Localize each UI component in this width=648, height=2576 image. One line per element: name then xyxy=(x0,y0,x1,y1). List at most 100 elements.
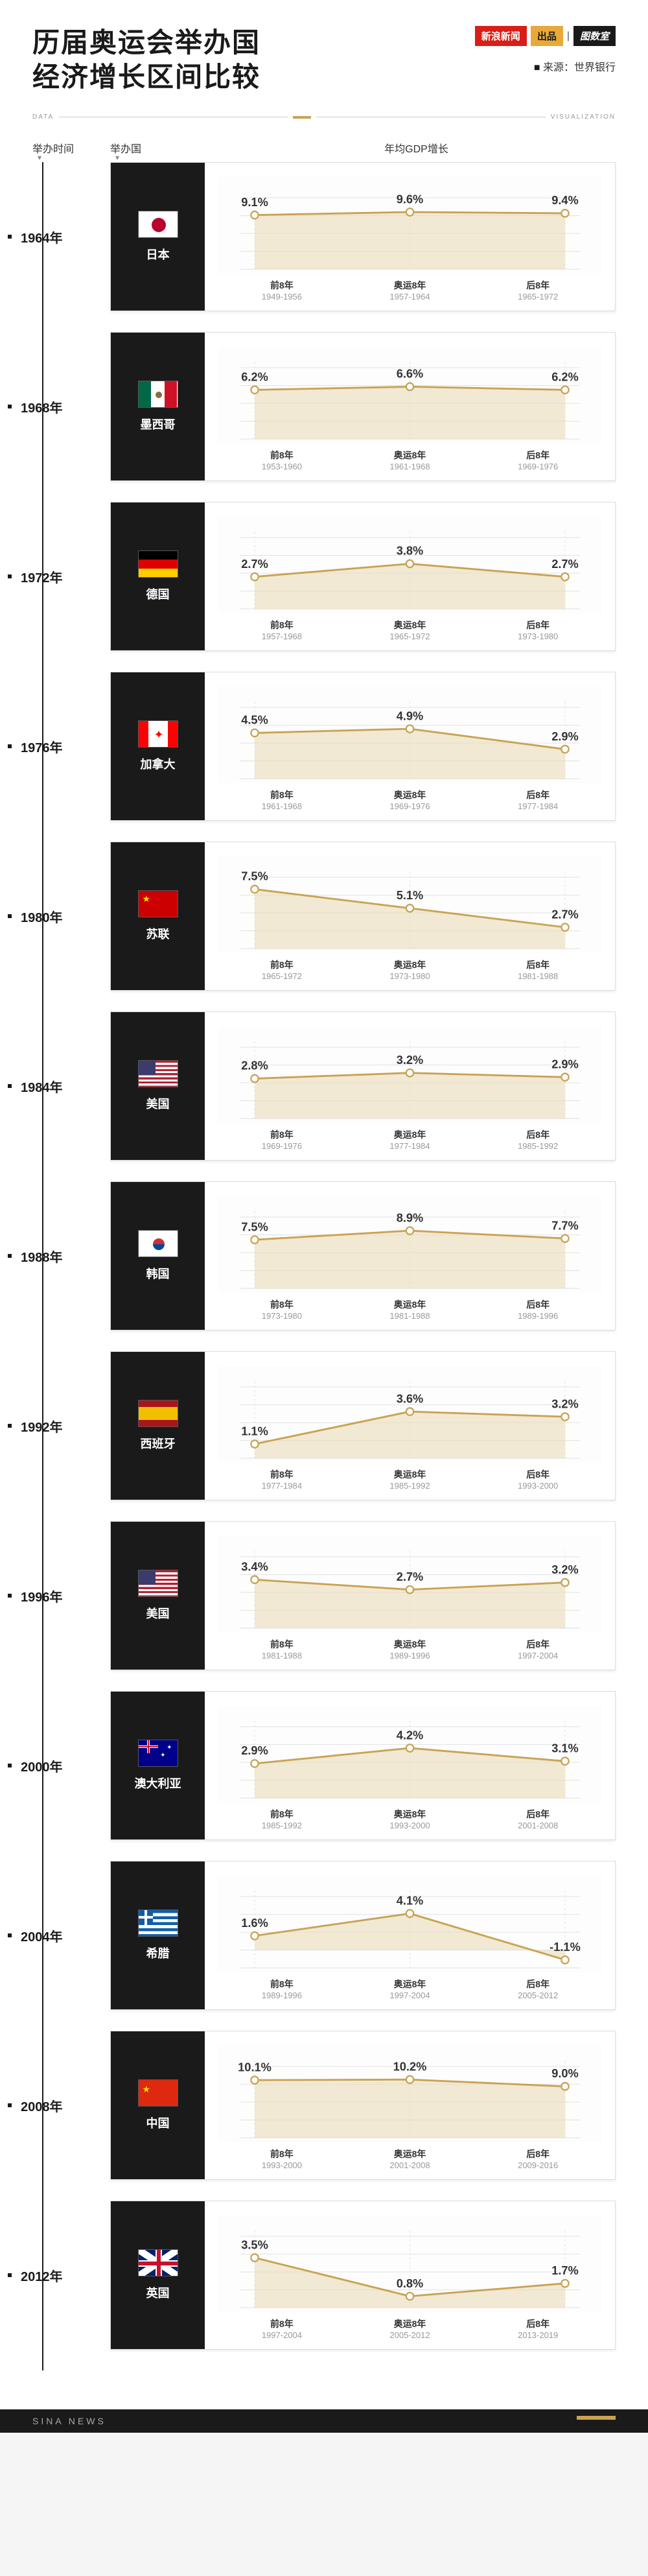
period-labels: 前8年 1957-1968 奥运8年 1965-1972 后8年 1973-19… xyxy=(218,619,602,641)
country-cell: 美国 xyxy=(111,1522,205,1670)
svg-text:9.0%: 9.0% xyxy=(551,2066,579,2080)
svg-text:3.2%: 3.2% xyxy=(551,1397,579,1410)
svg-text:4.5%: 4.5% xyxy=(241,713,268,727)
country-card: ★ 中国 10.1%10.2%9.0% 前8年 1993-2000 xyxy=(110,2031,616,2180)
period-labels: 前8年 1969-1976 奥运8年 1977-1984 后8年 1985-19… xyxy=(218,1128,602,1151)
country-card: 日本 9.1%9.6%9.4% 前8年 1949-1956 奥运8年 xyxy=(110,162,616,311)
data-row: 1964年 日本 9.1%9.6%9.4% 前8年 1949-1956 xyxy=(32,162,616,311)
period-during: 奥运8年 2005-2012 xyxy=(346,2317,474,2340)
chart-cell: 1.6%4.1%-1.1% 前8年 1989-1996 奥运8年 1997-20… xyxy=(205,1861,615,2009)
flag-icon: ✦ ✦ xyxy=(138,1740,178,1767)
period-labels: 前8年 1981-1988 奥运8年 1989-1996 后8年 1997-20… xyxy=(218,1638,602,1660)
flag-icon xyxy=(138,1230,178,1257)
chart-cell: 2.8%3.2%2.9% 前8年 1969-1976 奥运8年 1977-198… xyxy=(205,1012,615,1160)
svg-text:7.5%: 7.5% xyxy=(241,1220,268,1233)
period-during: 奥运8年 1969-1976 xyxy=(346,788,474,811)
period-labels: 前8年 1949-1956 奥运8年 1957-1964 后8年 1965-19… xyxy=(218,279,602,301)
flag-icon xyxy=(138,2249,178,2276)
country-card: 西班牙 1.1%3.6%3.2% 前8年 1977-1984 奥运8年 xyxy=(110,1351,616,1500)
svg-text:-1.1%: -1.1% xyxy=(550,1940,581,1954)
chart-cell: 2.9%4.2%3.1% 前8年 1985-1992 奥运8年 1993-200… xyxy=(205,1692,615,1839)
country-cell: 希腊 xyxy=(111,1861,205,2009)
period-during: 奥运8年 2001-2008 xyxy=(346,2147,474,2170)
chart-cell: 10.1%10.2%9.0% 前8年 1993-2000 奥运8年 2001-2… xyxy=(205,2031,615,2179)
period-after: 后8年 1965-1972 xyxy=(474,279,602,301)
flag-icon xyxy=(138,381,178,408)
chart: 4.5%4.9%2.9% xyxy=(218,687,602,783)
page: 历届奥运会举办国 经济增长区间比较 新浪新闻 出品 | 图数室 来源：世界银行 … xyxy=(0,0,648,2433)
period-before: 前8年 1965-1972 xyxy=(218,958,346,981)
period-labels: 前8年 1993-2000 奥运8年 2001-2008 后8年 2009-20… xyxy=(218,2147,602,2170)
footer: SINA NEWS xyxy=(0,2409,648,2433)
period-labels: 前8年 1953-1960 奥运8年 1961-1968 后8年 1969-19… xyxy=(218,449,602,471)
timeline-dot xyxy=(8,235,12,239)
year-label: 2008年 xyxy=(21,2096,63,2115)
svg-text:6.2%: 6.2% xyxy=(551,370,579,384)
data-row: 2004年 希腊 1.6%4.1%-1.1% xyxy=(32,1861,616,2010)
period-after: 后8年 2005-2012 xyxy=(474,1978,602,2000)
period-after: 后8年 1973-1980 xyxy=(474,619,602,641)
year-label: 1976年 xyxy=(21,737,63,756)
svg-text:10.2%: 10.2% xyxy=(393,2060,427,2074)
country-name: 美国 xyxy=(146,1095,170,1112)
country-name: 中国 xyxy=(146,2114,170,2131)
year-label: 2004年 xyxy=(21,1926,63,1945)
data-row: 1976年 ✦ 加拿大 4.5%4.9%2.9% xyxy=(32,672,616,821)
year-label: 1968年 xyxy=(21,397,63,416)
svg-text:9.4%: 9.4% xyxy=(551,193,579,207)
svg-text:2.8%: 2.8% xyxy=(241,1059,268,1072)
country-card: 德国 2.7%3.8%2.7% 前8年 1957-1968 奥运8年 xyxy=(110,502,616,651)
flag-icon: ★ xyxy=(138,890,178,917)
year-label: 1988年 xyxy=(21,1247,63,1266)
svg-text:2.9%: 2.9% xyxy=(241,1743,268,1757)
svg-text:1.6%: 1.6% xyxy=(241,1916,268,1930)
period-after: 后8年 1989-1996 xyxy=(474,1298,602,1321)
svg-text:5.1%: 5.1% xyxy=(397,888,424,902)
badge-sina: 新浪新闻 xyxy=(475,26,527,46)
year-label: 1980年 xyxy=(21,907,63,926)
chart: 2.8%3.2%2.9% xyxy=(218,1026,602,1123)
data-row: 1996年 美国 3.4%2.7%3.2% 前8年 1 xyxy=(32,1521,616,1670)
year-cell: 1980年 xyxy=(32,842,110,991)
flag-icon xyxy=(138,1060,178,1087)
country-cell: ★ 苏联 xyxy=(111,842,205,990)
data-row: 1968年 墨西哥 6.2%6.6%6.2% xyxy=(32,332,616,481)
timeline: 1964年 日本 9.1%9.6%9.4% 前8年 1949-1956 xyxy=(0,162,648,2409)
country-cell: ✦ ✦ 澳大利亚 xyxy=(111,1692,205,1839)
timeline-dot xyxy=(8,1933,12,1937)
svg-text:1.1%: 1.1% xyxy=(241,1424,268,1437)
period-labels: 前8年 1965-1972 奥运8年 1973-1980 后8年 1981-19… xyxy=(218,958,602,981)
chart: 2.7%3.8%2.7% xyxy=(218,517,602,613)
chart: 1.1%3.6%3.2% xyxy=(218,1366,602,1463)
svg-text:2.9%: 2.9% xyxy=(551,729,579,743)
period-during: 奥运8年 1993-2000 xyxy=(346,1808,474,1830)
source-label: 来源：世界银行 xyxy=(534,58,616,74)
year-label: 1964年 xyxy=(21,228,63,246)
chart-cell: 2.7%3.8%2.7% 前8年 1957-1968 奥运8年 1965-197… xyxy=(205,502,615,650)
chart: 7.5%5.1%2.7% xyxy=(218,857,602,953)
period-before: 前8年 1949-1956 xyxy=(218,279,346,301)
year-cell: 1996年 xyxy=(32,1521,110,1670)
country-card: ✦ 加拿大 4.5%4.9%2.9% 前8年 1961-1968 奥 xyxy=(110,672,616,821)
svg-text:3.8%: 3.8% xyxy=(397,544,424,558)
svg-text:9.1%: 9.1% xyxy=(241,195,268,209)
period-before: 前8年 1953-1960 xyxy=(218,449,346,471)
country-cell: 英国 xyxy=(111,2201,205,2349)
country-name: 加拿大 xyxy=(141,755,176,772)
country-cell: 日本 xyxy=(111,163,205,311)
year-cell: 2008年 xyxy=(32,2031,110,2180)
column-headers: 举办时间 举办国 年均GDP增长 xyxy=(0,127,648,162)
header: 历届奥运会举办国 经济增长区间比较 新浪新闻 出品 | 图数室 来源：世界银行 xyxy=(0,0,648,100)
svg-text:0.8%: 0.8% xyxy=(397,2276,424,2290)
country-card: 美国 3.4%2.7%3.2% 前8年 1981-1988 奥运8年 xyxy=(110,1521,616,1670)
chart-cell: 1.1%3.6%3.2% 前8年 1977-1984 奥运8年 1985-199… xyxy=(205,1352,615,1500)
timeline-dot xyxy=(8,744,12,748)
data-row: 1972年 德国 2.7%3.8%2.7% 前8 xyxy=(32,502,616,651)
year-label: 1992年 xyxy=(21,1417,63,1436)
svg-text:8.9%: 8.9% xyxy=(397,1211,424,1224)
year-cell: 2000年 xyxy=(32,1691,110,1840)
svg-text:3.5%: 3.5% xyxy=(241,2238,268,2251)
country-card: 美国 2.8%3.2%2.9% 前8年 1969-1976 奥运8年 xyxy=(110,1011,616,1161)
country-name: 美国 xyxy=(146,1605,170,1622)
year-label: 1996年 xyxy=(21,1587,63,1605)
